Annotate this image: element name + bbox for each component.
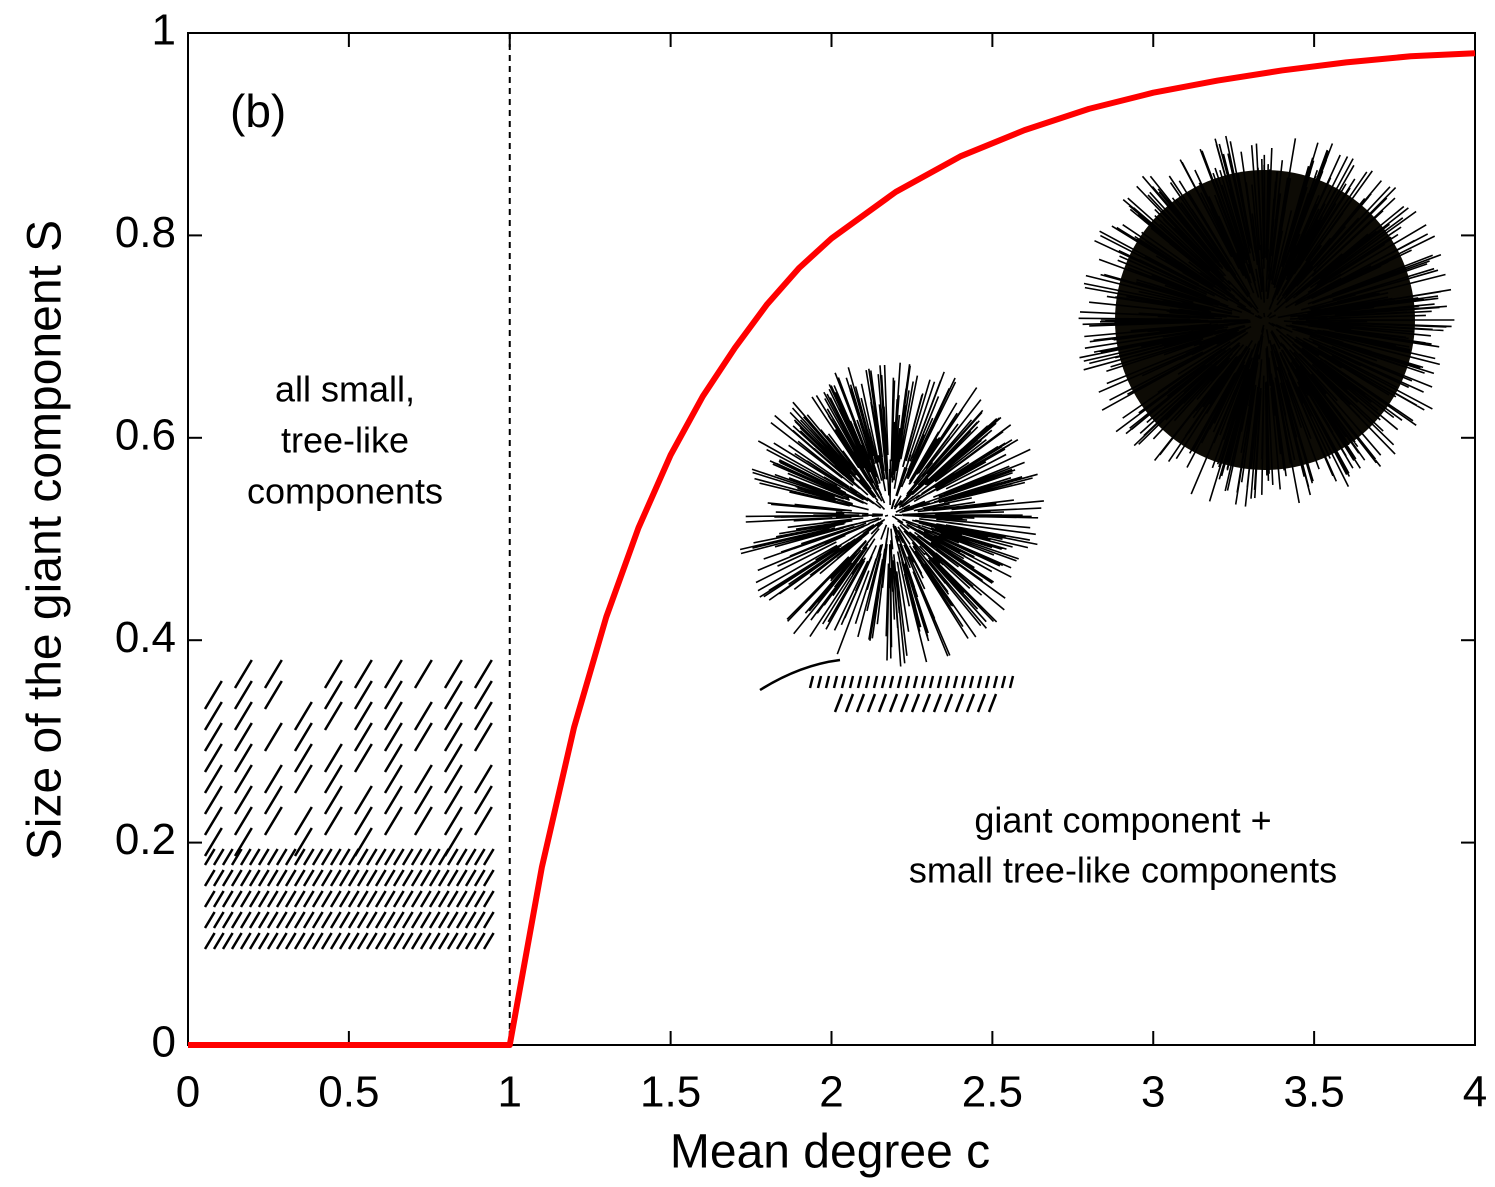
small-components	[203, 659, 495, 950]
y-tick-label: 0.4	[115, 613, 176, 662]
x-axis-label: Mean degree c	[670, 1126, 990, 1179]
annotation: tree-like	[281, 420, 409, 461]
x-tick-label: 1	[498, 1068, 522, 1117]
plot: 0 0.5 1 1.5 2 2.5 3 3.5 4 0 0.2 0.4 0.6 0.8 1	[115, 6, 1487, 1117]
y-axis-label: Size of the giant component S	[19, 220, 72, 860]
x-tick-label: 3	[1141, 1068, 1165, 1117]
x-tick-label: 2.5	[962, 1068, 1023, 1117]
network-drawings	[203, 135, 1455, 950]
x-tick-label: 2	[819, 1068, 843, 1117]
giant-network	[1078, 135, 1455, 507]
x-tick-label: 0.5	[318, 1068, 379, 1117]
x-tick-label: 4	[1463, 1068, 1487, 1117]
annotation: all small,	[275, 369, 415, 410]
x-tick-label: 1.5	[640, 1068, 701, 1117]
annotation: small tree-like components	[909, 850, 1337, 891]
x-tick-label: 0	[176, 1068, 200, 1117]
y-tick-label: 0.2	[115, 815, 176, 864]
annotation: giant component +	[974, 800, 1271, 841]
panel-label: (b)	[230, 85, 286, 137]
medium-network	[739, 362, 1044, 667]
y-tick-label: 0.8	[115, 208, 176, 257]
x-tick-label: 3.5	[1284, 1068, 1345, 1117]
small-components	[759, 658, 1015, 713]
y-tick-label: 1	[152, 6, 176, 55]
curve	[188, 50, 1476, 1048]
y-tick-label: 0	[152, 1018, 176, 1067]
annotation: components	[247, 471, 443, 512]
y-tick-label: 0.6	[115, 410, 176, 459]
